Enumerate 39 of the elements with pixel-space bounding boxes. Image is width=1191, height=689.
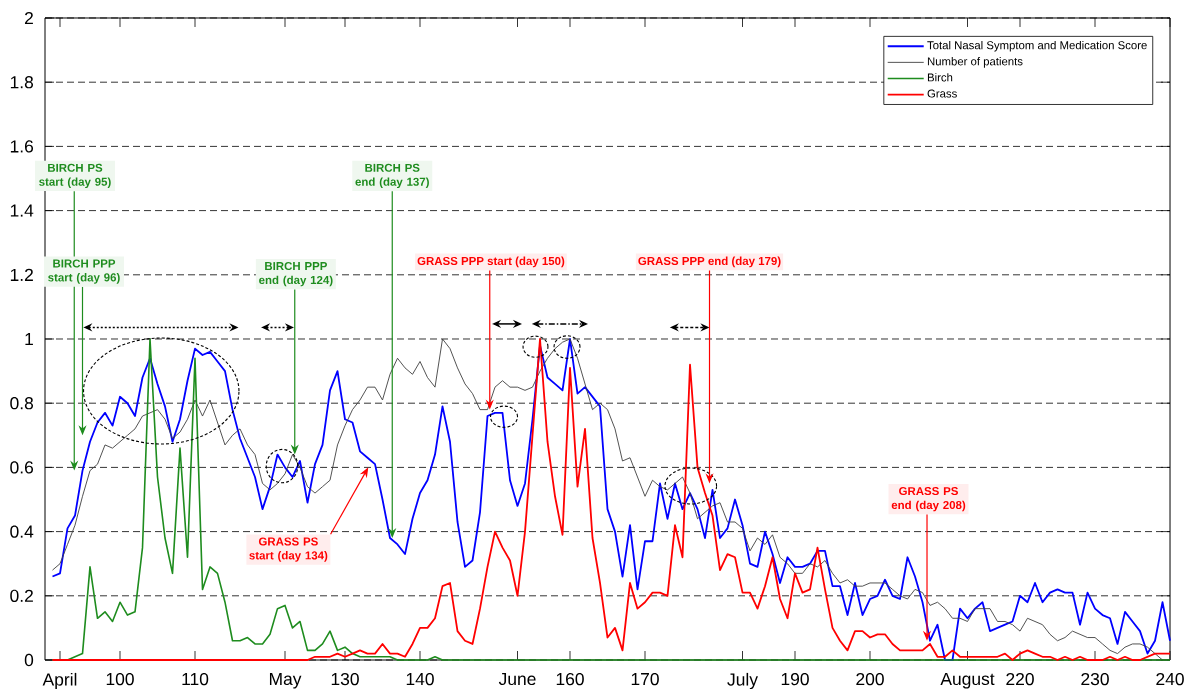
- x-tick-label: 200: [856, 672, 884, 686]
- x-tick-label: 230: [1081, 672, 1109, 686]
- annotation: GRASS PPP start (day 150): [417, 256, 565, 268]
- annotation: BIRCH PS start (day 95): [39, 163, 111, 189]
- y-tick-label: 1.4: [10, 204, 34, 217]
- x-tick-label: 130: [331, 672, 359, 686]
- y-tick-label: 0.6: [10, 461, 34, 474]
- y-tick-label: 1.6: [10, 140, 34, 153]
- annotation: BIRCH PS end (day 137): [355, 163, 429, 189]
- y-tick-label: 0: [24, 653, 34, 667]
- x-tick-label: 160: [556, 672, 584, 686]
- x-tick-label: 240: [1156, 672, 1184, 686]
- x-tick-label: May: [269, 672, 302, 689]
- y-tick-label: 1.2: [10, 268, 33, 281]
- annotation: GRASS PPP end (day 179): [638, 256, 781, 268]
- x-tick-label: 190: [781, 672, 809, 686]
- y-tick-label: 1: [25, 332, 33, 345]
- annotation: BIRCH PPP end (day 124): [259, 261, 333, 287]
- x-tick-label: 110: [182, 672, 209, 686]
- x-tick-label: June: [498, 672, 536, 686]
- x-tick-label: April: [42, 672, 77, 689]
- annotation: GRASS PS start (day 134): [249, 537, 328, 562]
- legend-label: Number of patients: [927, 57, 1023, 68]
- y-tick-label: 1.8: [10, 76, 34, 89]
- x-tick-label: 140: [406, 672, 434, 686]
- x-tick-label: July: [727, 672, 758, 689]
- y-tick-label: 0.2: [10, 589, 33, 602]
- x-tick-label: 100: [106, 672, 134, 686]
- y-tick-label: 0.4: [10, 525, 34, 538]
- legend-label: Birch: [927, 73, 953, 82]
- x-tick-label: 170: [631, 672, 659, 686]
- annotation: GRASS PS end (day 208): [891, 487, 966, 512]
- annotation: BIRCH PPP start (day 96): [48, 259, 120, 284]
- y-tick-label: 0.8: [10, 397, 34, 410]
- x-tick-label: August: [940, 672, 995, 689]
- y-tick-label: 2: [24, 11, 33, 25]
- x-tick-label: 220: [1006, 672, 1034, 686]
- legend-label: Total Nasal Symptom and Medication Score: [927, 40, 1147, 52]
- legend-label: Grass: [927, 89, 957, 98]
